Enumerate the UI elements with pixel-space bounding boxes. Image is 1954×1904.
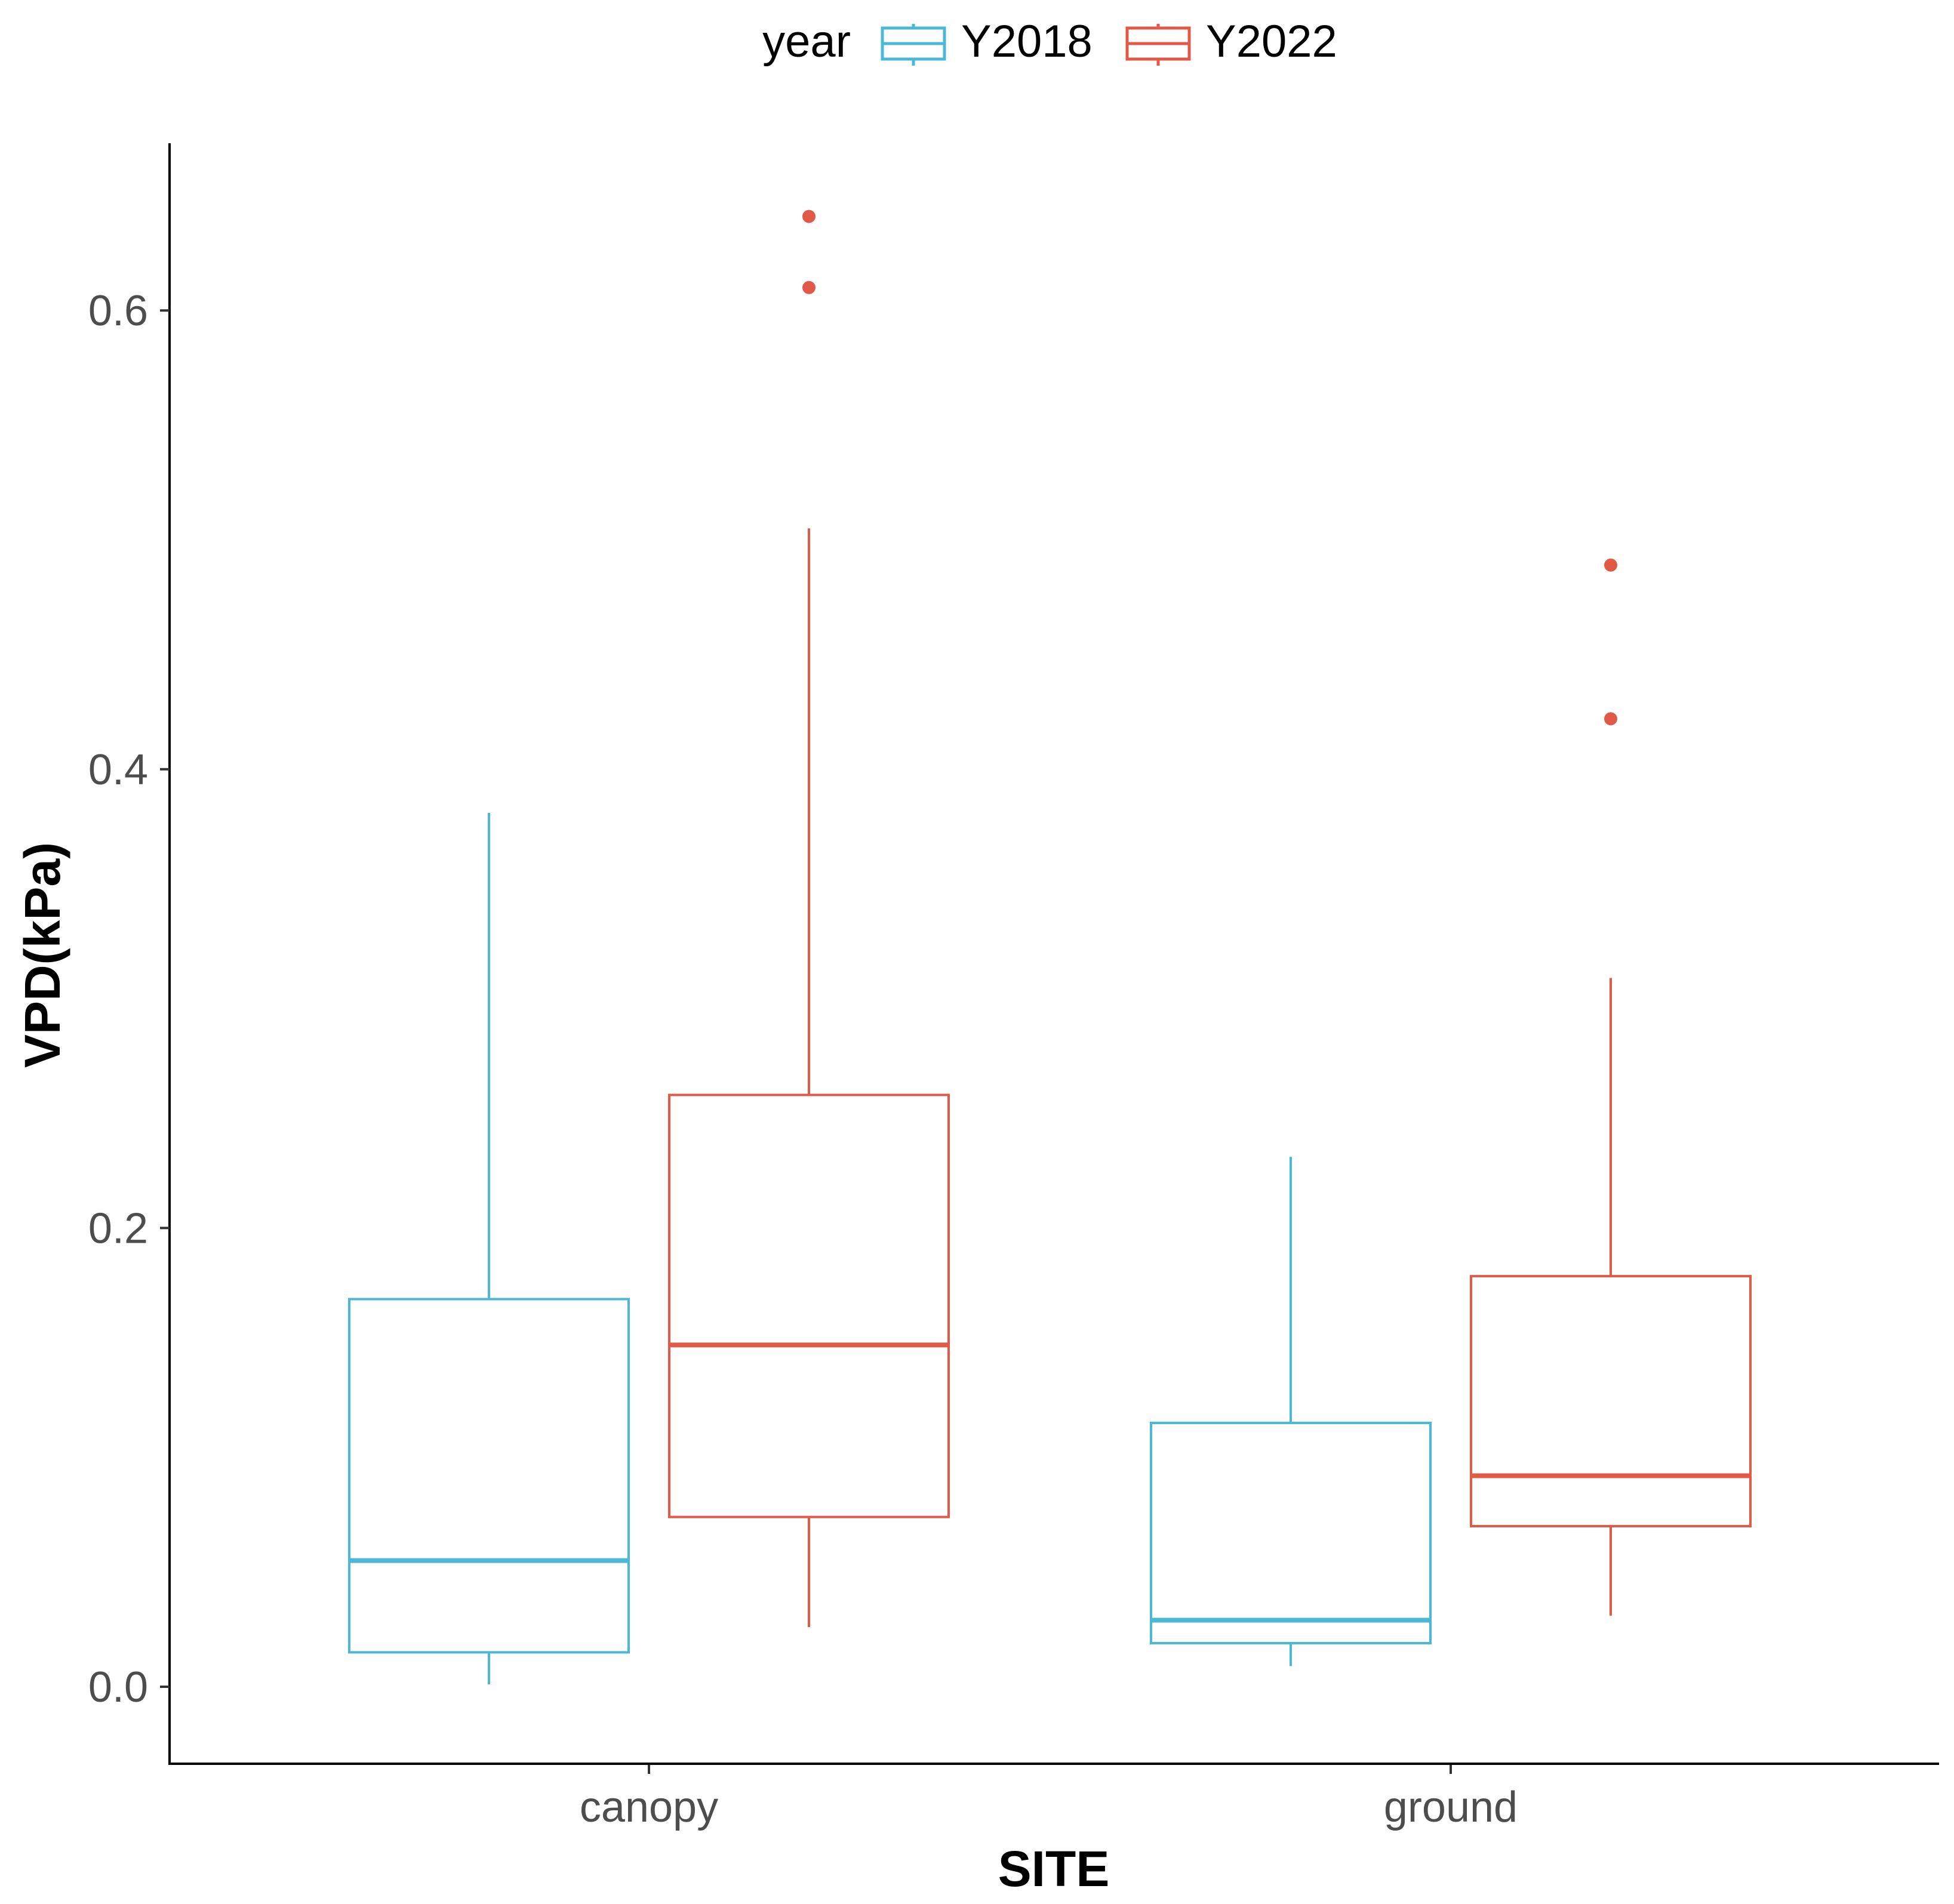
x-tick-label-ground: ground <box>1384 1783 1518 1831</box>
legend-key-y2018 <box>881 24 946 66</box>
y2018-canopy-box <box>348 1298 630 1654</box>
y2022-canopy-box <box>668 1093 950 1518</box>
x-tick-label-canopy: canopy <box>580 1783 718 1831</box>
legend-key-y2022 <box>1125 24 1191 66</box>
y2022-ground-outlier-0 <box>1604 712 1617 726</box>
legend-label-y2022: Y2022 <box>1206 16 1337 67</box>
legend-title: year <box>762 16 851 67</box>
x-ticks: canopy ground <box>580 1765 1518 1831</box>
y2022-canopy-outlier-1 <box>802 209 816 223</box>
x-axis-title: SITE <box>998 1841 1110 1897</box>
legend-label-y2018: Y2018 <box>961 16 1093 67</box>
y-tick-label-1: 0.2 <box>88 1204 148 1252</box>
plot-area <box>348 209 1752 1685</box>
y-axis-title: VPD(kPa) <box>14 842 70 1068</box>
y2022-ground-box <box>1470 1275 1752 1527</box>
legend: year Y2018 Y2022 <box>762 16 1337 67</box>
y2022-ground-outlier-1 <box>1604 558 1617 572</box>
y-tick-label-2: 0.4 <box>88 746 148 794</box>
y2018-ground-box <box>1150 1422 1432 1644</box>
y2022-canopy-outlier-0 <box>802 281 816 294</box>
y-tick-label-3: 0.6 <box>88 287 148 335</box>
y-ticks: 0.0 0.2 0.4 0.6 <box>88 287 170 1711</box>
y-tick-label-0: 0.0 <box>88 1663 148 1711</box>
